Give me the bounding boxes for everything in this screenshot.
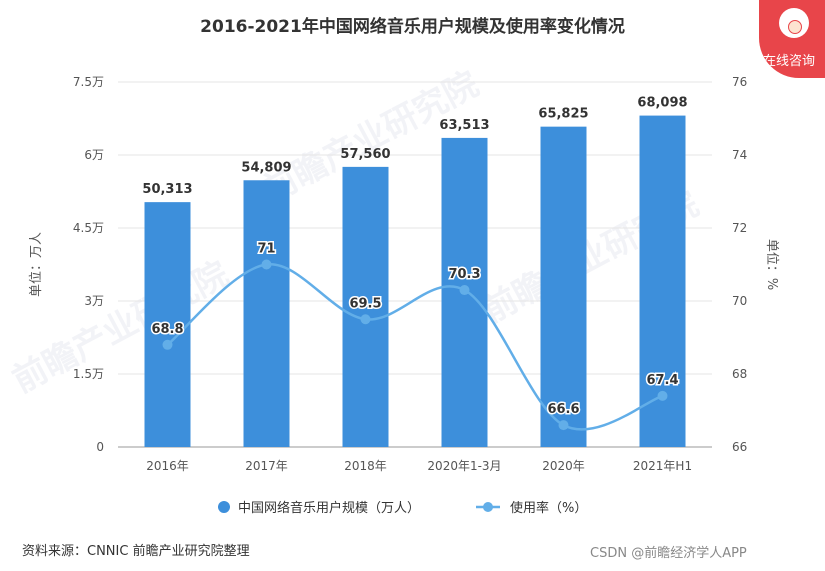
series-line [166, 263, 663, 431]
bar-data-label: 57,560 [340, 147, 390, 162]
line-data-label: 67.4 [646, 373, 678, 388]
y-tick-label: 1.5万 [73, 367, 104, 381]
online-consult-button[interactable]: 在线咨询 [759, 0, 825, 78]
line-data-label: 69.5 [349, 296, 381, 311]
y-tick-label: 7.5万 [73, 75, 104, 89]
legend-label: 使用率（%） [510, 500, 587, 516]
bar [144, 202, 191, 447]
bar-data-label: 50,313 [142, 182, 192, 197]
chart-title: 2016-2021年中国网络音乐用户规模及使用率变化情况 [200, 17, 625, 37]
bar-data-label: 54,809 [241, 160, 291, 175]
y-tick-label: 6万 [84, 148, 104, 162]
line-point [261, 259, 272, 270]
line-data-label: 68.8 [151, 322, 183, 337]
line-point [459, 285, 470, 296]
footer-watermark: CSDN @前瞻经济学人APP [590, 546, 747, 561]
y-right-tick-label: 72 [732, 221, 747, 235]
y-right-tick-label: 66 [732, 440, 747, 454]
y-tick-label: 0 [96, 440, 104, 454]
bar [540, 126, 587, 447]
x-tick-label: 2017年 [245, 459, 288, 473]
line-point [162, 339, 173, 350]
x-tick-label: 2020年 [542, 459, 585, 473]
x-tick-label: 2018年 [344, 459, 387, 473]
y-right-tick-label: 74 [732, 148, 747, 162]
x-tick-label: 2020年1-3月 [427, 459, 501, 473]
legend-marker-bar [218, 501, 230, 513]
line-point [558, 420, 569, 431]
bar [243, 180, 290, 447]
avatar-icon [779, 8, 809, 38]
y-right-tick-label: 76 [732, 75, 747, 89]
bar-data-label: 68,098 [637, 96, 687, 111]
bar [342, 166, 389, 447]
y-tick-label: 3万 [84, 294, 104, 308]
source-note: 资料来源：CNNIC 前瞻产业研究院整理 [22, 544, 250, 559]
line-data-label: 66.6 [547, 402, 579, 417]
y-axis-label: 单位：万人 [29, 232, 44, 297]
y-right-tick-label: 68 [732, 367, 747, 381]
y-tick-label: 4.5万 [73, 221, 104, 235]
legend-marker-point [483, 502, 493, 512]
line-data-label: 71 [257, 242, 275, 257]
x-tick-label: 2016年 [146, 459, 189, 473]
bar-data-label: 63,513 [439, 118, 489, 133]
line-data-label: 70.3 [448, 267, 480, 282]
y-right-tick-label: 70 [732, 294, 747, 308]
legend-label: 中国网络音乐用户规模（万人） [238, 500, 420, 516]
online-consult-label: 在线咨询 [763, 54, 816, 69]
y-right-axis-label: 单位：% [764, 239, 779, 290]
x-tick-label: 2021年H1 [633, 459, 692, 473]
bar-data-label: 65,825 [538, 107, 588, 122]
line-point [360, 314, 371, 325]
line-point [657, 390, 668, 401]
